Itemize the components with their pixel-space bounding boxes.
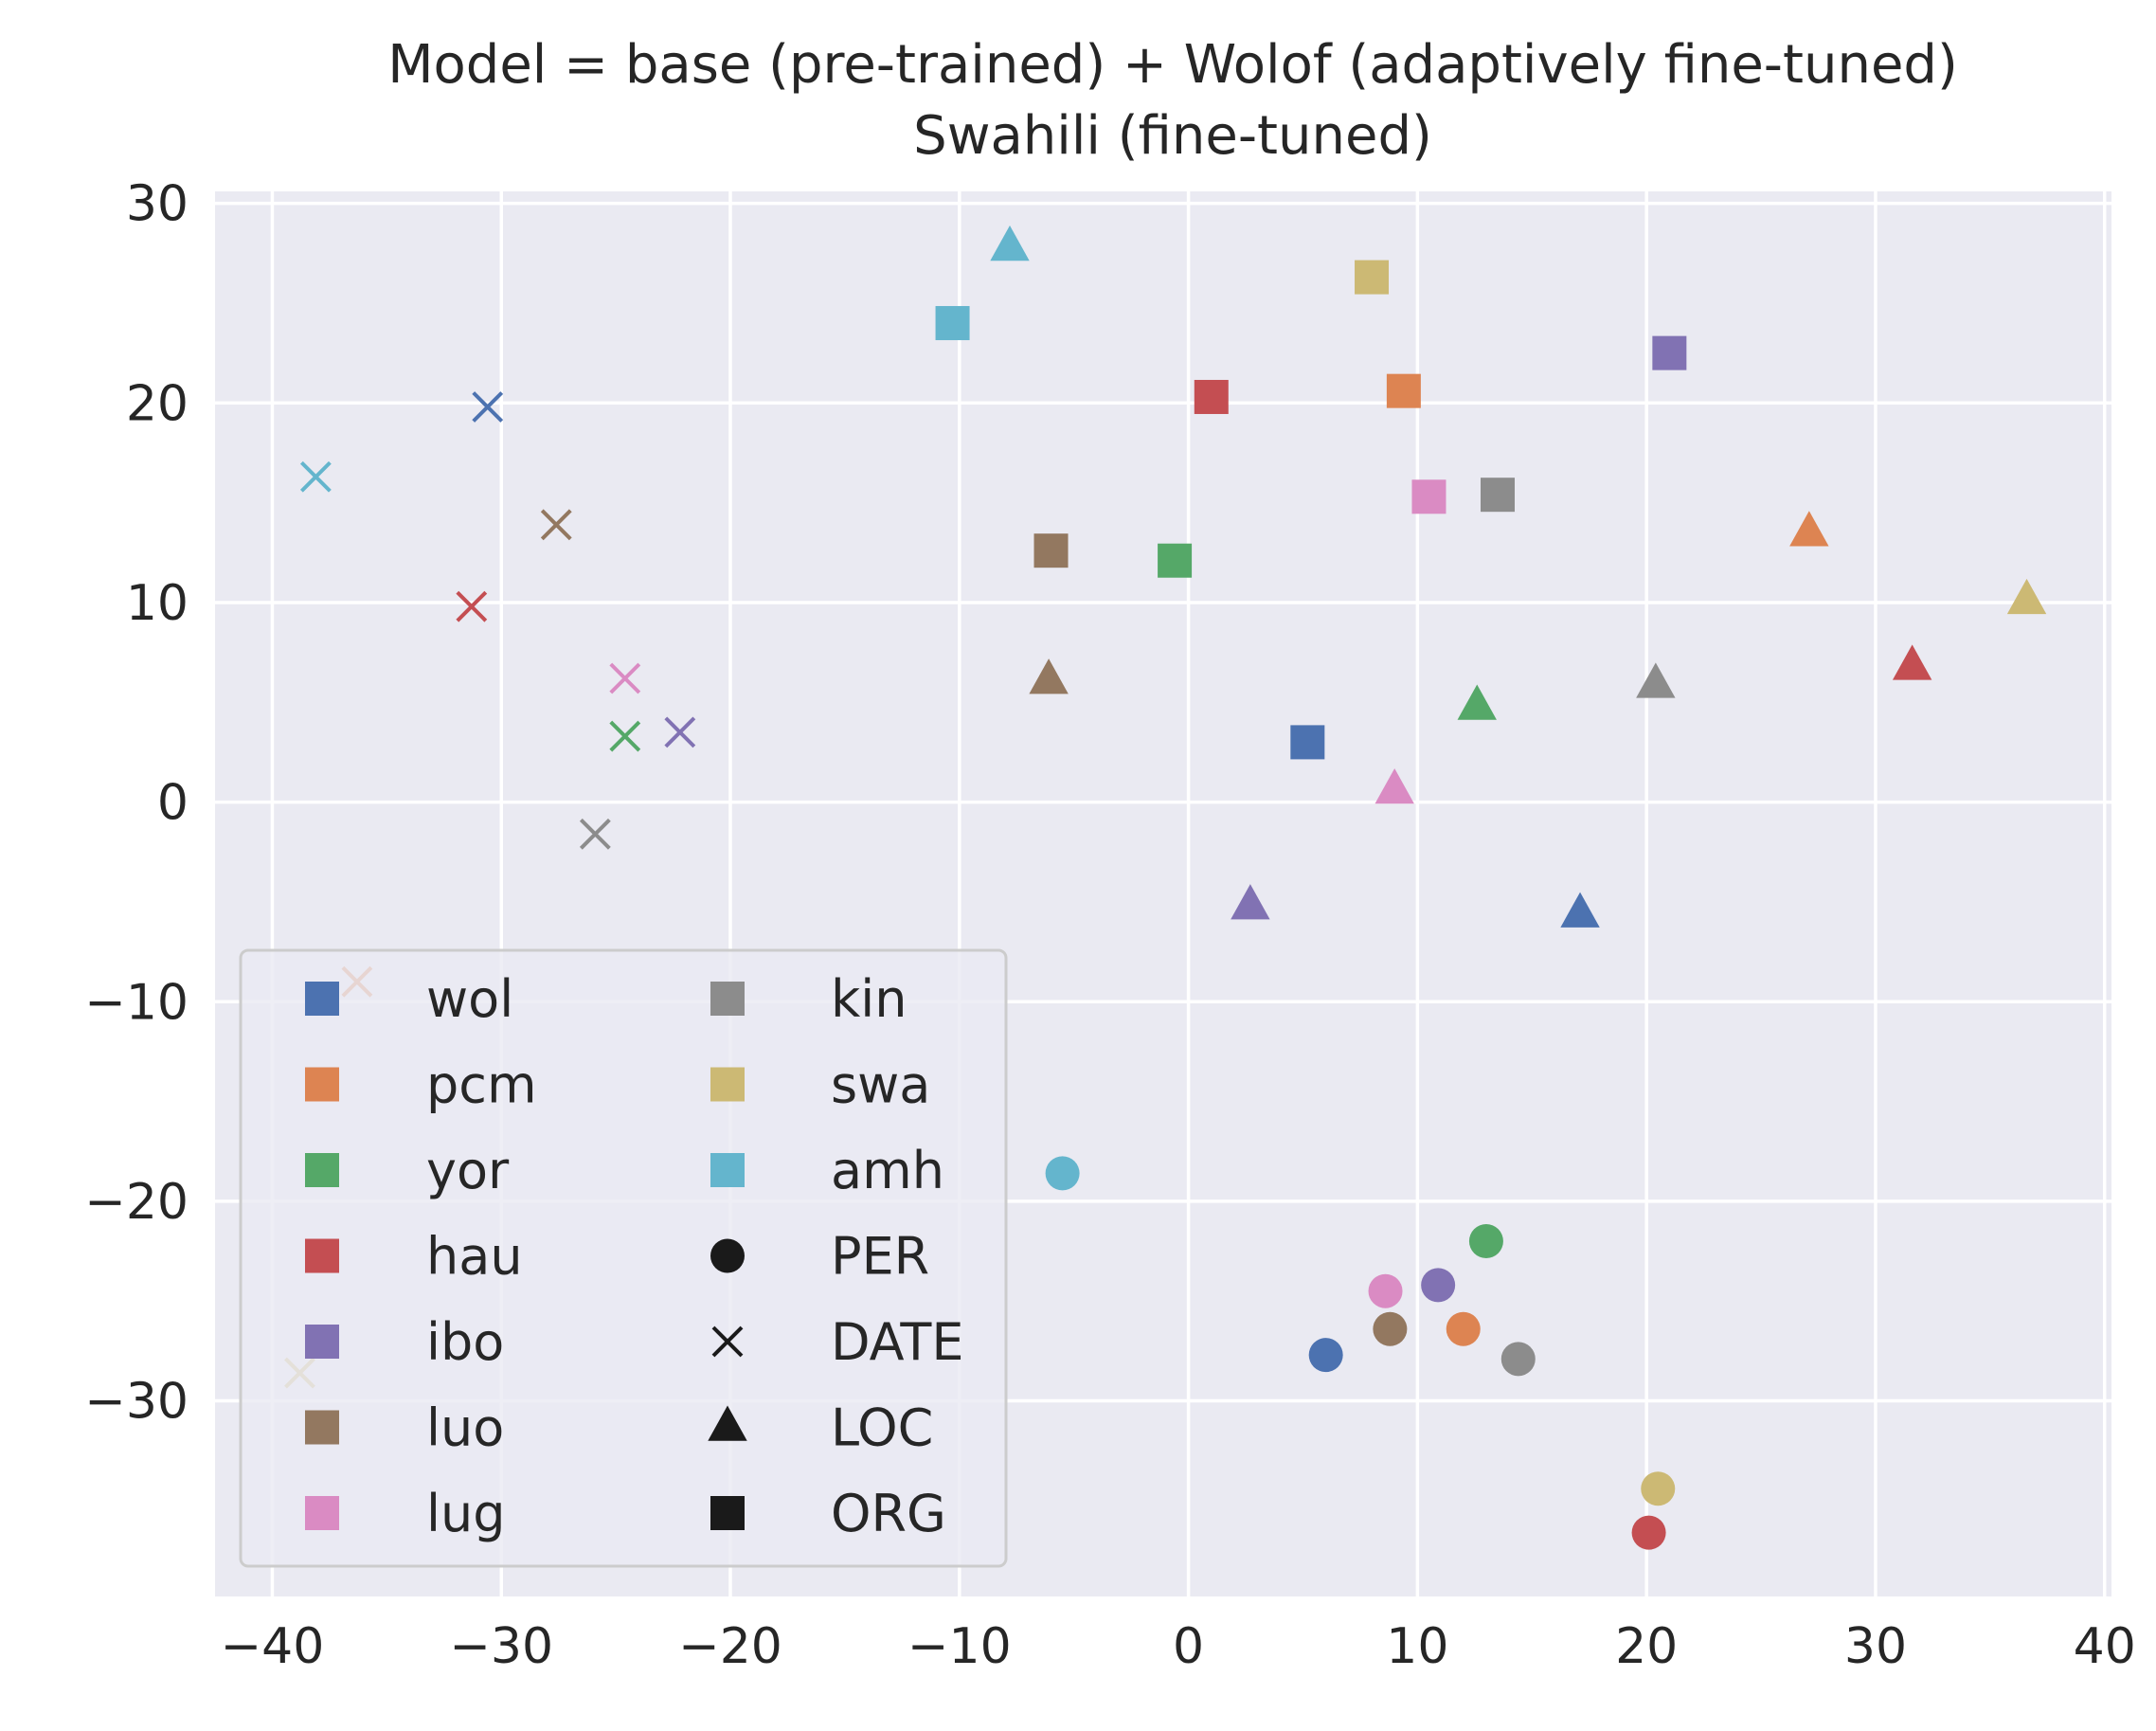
x-tick-label: 30 bbox=[1844, 1618, 1907, 1675]
point-wol-per bbox=[1308, 1338, 1343, 1373]
legend-marker-pcm bbox=[305, 1067, 339, 1102]
point-hau-loc bbox=[1892, 644, 1932, 680]
y-tick-label: −10 bbox=[84, 974, 189, 1031]
x-tick-label: 0 bbox=[1173, 1618, 1204, 1675]
legend-frame bbox=[239, 948, 1008, 1568]
legend-marker-kin bbox=[710, 982, 745, 1016]
point-wol-loc bbox=[1560, 892, 1600, 928]
point-amh-org bbox=[935, 306, 970, 341]
point-lug-date bbox=[609, 662, 641, 694]
point-ibo-org bbox=[1652, 335, 1687, 370]
x-tick-label: −30 bbox=[449, 1618, 553, 1675]
point-luo-per bbox=[1373, 1311, 1408, 1346]
x-tick-label: −40 bbox=[221, 1618, 325, 1675]
legend-label-per: PER bbox=[831, 1227, 929, 1287]
point-yor-date bbox=[609, 720, 641, 752]
legend-marker-ibo bbox=[305, 1325, 339, 1359]
point-kin-per bbox=[1500, 1342, 1536, 1377]
point-ibo-per bbox=[1421, 1268, 1456, 1303]
legend-marker-hau bbox=[305, 1238, 339, 1273]
point-amh-date bbox=[299, 460, 332, 493]
legend-marker-wol bbox=[305, 982, 339, 1016]
point-luo-date bbox=[540, 509, 572, 541]
scatter-points bbox=[284, 225, 2047, 1550]
x-tick-label: 20 bbox=[1615, 1618, 1678, 1675]
point-yor-org bbox=[1158, 543, 1193, 578]
point-pcm-per bbox=[1446, 1311, 1481, 1346]
legend-marker-org bbox=[710, 1496, 745, 1530]
legend-label-wol: wol bbox=[426, 969, 513, 1029]
y-tick-label: 20 bbox=[126, 375, 189, 432]
point-wol-date bbox=[472, 391, 504, 423]
point-lug-per bbox=[1368, 1273, 1403, 1308]
point-swa-org bbox=[1355, 260, 1390, 295]
legend-label-hau: hau bbox=[426, 1227, 523, 1287]
point-hau-per bbox=[1631, 1515, 1666, 1550]
grid bbox=[215, 191, 2111, 1596]
point-amh-loc bbox=[990, 225, 1030, 261]
point-ibo-date bbox=[664, 716, 696, 748]
point-pcm-org bbox=[1386, 373, 1421, 408]
point-kin-loc bbox=[1636, 662, 1676, 698]
point-luo-org bbox=[1033, 533, 1069, 568]
y-tick-label: 30 bbox=[126, 176, 189, 233]
point-kin-org bbox=[1481, 478, 1516, 513]
chart-subtitle: Swahili (fine-tuned) bbox=[913, 105, 1432, 167]
legend-label-pcm: pcm bbox=[426, 1055, 537, 1115]
x-tick-label: 40 bbox=[2074, 1618, 2136, 1675]
legend-marker-amh bbox=[710, 1153, 745, 1187]
point-lug-loc bbox=[1374, 767, 1414, 804]
legend-marker-yor bbox=[305, 1153, 339, 1187]
point-swa-loc bbox=[2006, 578, 2047, 615]
point-lug-org bbox=[1411, 479, 1446, 514]
y-tick-label: 0 bbox=[157, 775, 189, 832]
point-ibo-loc bbox=[1231, 884, 1270, 920]
point-swa-per bbox=[1641, 1471, 1676, 1506]
legend-label-ibo: ibo bbox=[426, 1312, 504, 1372]
point-kin-date bbox=[579, 818, 611, 850]
point-yor-per bbox=[1468, 1224, 1503, 1259]
legend-label-kin: kin bbox=[831, 969, 907, 1029]
legend-label-loc: LOC bbox=[831, 1398, 933, 1458]
y-tick-label: −30 bbox=[84, 1374, 189, 1431]
y-tick-label: −20 bbox=[84, 1174, 189, 1231]
legend-marker-date bbox=[711, 1325, 744, 1358]
y-tick-label: 10 bbox=[126, 575, 189, 632]
point-amh-per bbox=[1045, 1156, 1080, 1191]
point-wol-org bbox=[1290, 725, 1325, 760]
x-tick-label: −20 bbox=[678, 1618, 782, 1675]
legend-marker-swa bbox=[710, 1067, 745, 1102]
legend-label-org: ORG bbox=[831, 1484, 946, 1543]
legend-label-swa: swa bbox=[831, 1055, 930, 1115]
chart-title: Model = base (pre-trained) + Wolof (adap… bbox=[387, 34, 1958, 96]
legend-label-luo: luo bbox=[426, 1398, 504, 1458]
point-hau-date bbox=[456, 590, 488, 622]
legend: wol pcm yor hau ibo luo lug kin swa amh PER DATE LOC… bbox=[239, 948, 1008, 1568]
legend-label-yor: yor bbox=[426, 1141, 510, 1200]
legend-label-date: DATE bbox=[831, 1312, 963, 1372]
legend-marker-per bbox=[710, 1238, 745, 1273]
legend-marker-lug bbox=[305, 1496, 339, 1530]
x-tick-label: −10 bbox=[907, 1618, 1012, 1675]
axis-ticks: −40 −30 −20 −10 0 10 20 30 40 −30 −20 −10 0 10 20 30 bbox=[84, 176, 2136, 1675]
legend-label-lug: lug bbox=[426, 1484, 506, 1543]
legend-marker-loc bbox=[708, 1405, 747, 1441]
legend-label-amh: amh bbox=[831, 1141, 944, 1200]
point-pcm-loc bbox=[1789, 511, 1829, 547]
point-yor-loc bbox=[1457, 684, 1497, 720]
point-hau-org bbox=[1194, 379, 1229, 414]
x-tick-label: 10 bbox=[1386, 1618, 1448, 1675]
point-luo-loc bbox=[1029, 658, 1069, 694]
legend-marker-luo bbox=[305, 1410, 339, 1445]
